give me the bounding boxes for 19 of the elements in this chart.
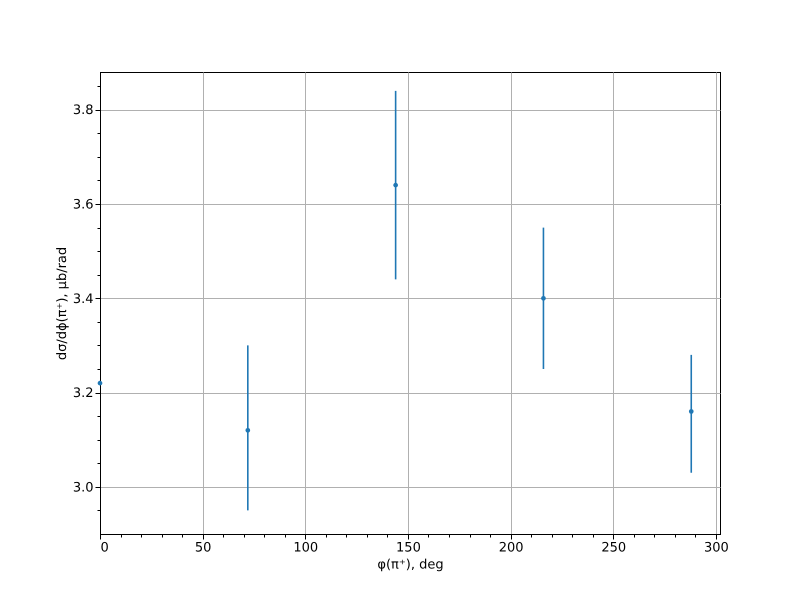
- x-tick-label: 50: [194, 540, 212, 556]
- x-tick-label: 0: [100, 540, 109, 556]
- point: [688, 409, 694, 414]
- y-tick-label: 3.0: [72, 480, 94, 496]
- x-tick-label: 150: [396, 540, 421, 556]
- y-tick-label: 3.4: [72, 292, 94, 307]
- y-tick-label: 3.2: [72, 386, 94, 402]
- x-tick-label: 300: [704, 540, 729, 556]
- point: [541, 296, 546, 301]
- y-tick-label: 3.6: [72, 198, 94, 212]
- point: [393, 182, 398, 188]
- point: [245, 428, 250, 433]
- x-tick-label: 200: [498, 540, 524, 556]
- point: [98, 380, 102, 386]
- y-tick-label: 3.8: [72, 103, 94, 118]
- x-axis-title: φ(π⁺), deg: [377, 558, 444, 572]
- y-axis-title: dσ/dϕ(π⁺), μb/rad: [54, 246, 70, 360]
- x-tick-label: 250: [601, 540, 626, 556]
- x-tick-label: 100: [293, 540, 318, 556]
